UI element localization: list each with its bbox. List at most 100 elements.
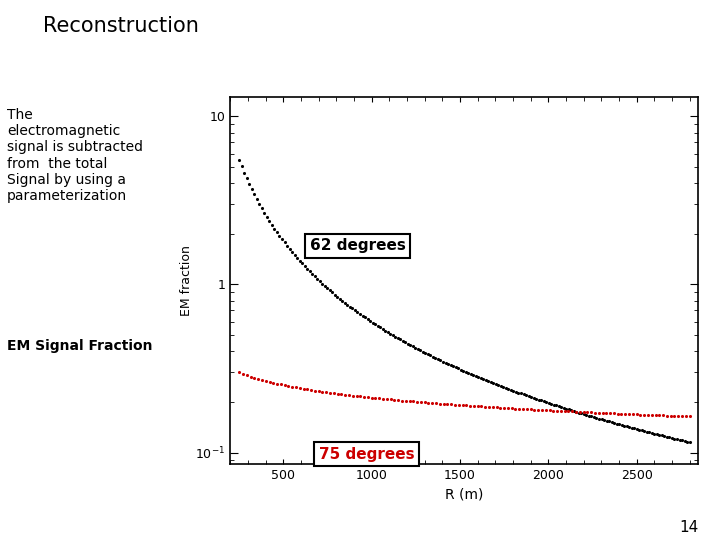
Point xyxy=(329,291,341,299)
Point xyxy=(425,351,436,360)
Point xyxy=(505,386,517,394)
Point xyxy=(313,387,325,395)
Point xyxy=(523,392,534,401)
Point xyxy=(476,402,487,411)
Point xyxy=(405,341,416,349)
Point xyxy=(384,329,396,338)
Point xyxy=(461,401,472,410)
Point xyxy=(287,382,298,391)
Point xyxy=(290,383,302,391)
Point xyxy=(541,398,552,407)
Point xyxy=(472,402,483,410)
Point xyxy=(578,410,590,418)
X-axis label: R (m): R (m) xyxy=(445,488,484,502)
Point xyxy=(654,411,665,420)
Point xyxy=(302,265,313,273)
Point xyxy=(597,409,608,417)
Point xyxy=(674,435,685,444)
Point xyxy=(415,346,426,355)
Point xyxy=(446,400,457,409)
Point xyxy=(485,378,497,387)
Point xyxy=(287,248,298,256)
Text: 62 degrees: 62 degrees xyxy=(310,238,406,253)
Point xyxy=(631,424,642,433)
Point xyxy=(395,335,406,344)
Point xyxy=(654,430,665,439)
Point xyxy=(672,411,684,420)
Point xyxy=(681,437,693,446)
Point xyxy=(676,412,688,421)
Point xyxy=(354,309,366,318)
Point xyxy=(248,373,260,382)
Point xyxy=(646,429,657,437)
Point xyxy=(381,395,392,403)
Point xyxy=(521,405,533,414)
Point xyxy=(304,267,315,276)
Point xyxy=(583,411,595,420)
Point xyxy=(362,393,374,402)
Point xyxy=(382,328,393,336)
Point xyxy=(464,401,476,410)
Point xyxy=(533,395,544,404)
Point xyxy=(392,396,404,404)
Point xyxy=(585,408,597,417)
Point xyxy=(590,414,602,422)
Point xyxy=(656,431,667,440)
Point xyxy=(582,408,593,416)
Point xyxy=(636,426,647,435)
Point xyxy=(552,407,563,415)
Point xyxy=(292,253,303,262)
Point xyxy=(513,404,525,413)
Point xyxy=(616,409,627,418)
Point xyxy=(442,360,454,368)
Point xyxy=(258,208,270,217)
Point xyxy=(574,408,585,416)
Point xyxy=(578,408,590,416)
Point xyxy=(548,400,559,409)
Point xyxy=(332,292,343,301)
Point xyxy=(422,350,433,359)
Point xyxy=(593,414,605,423)
Point xyxy=(644,428,655,436)
Point xyxy=(585,412,597,421)
Point xyxy=(521,391,532,400)
Point xyxy=(274,231,285,240)
Point xyxy=(407,342,418,350)
Point xyxy=(455,365,467,374)
Point xyxy=(339,390,351,399)
Point xyxy=(324,286,336,295)
Point xyxy=(328,389,340,397)
Point xyxy=(400,396,412,405)
Point xyxy=(665,411,676,420)
Point xyxy=(397,336,408,345)
Point xyxy=(317,387,328,396)
Point xyxy=(619,409,631,418)
Point xyxy=(412,345,423,353)
Point xyxy=(649,411,661,420)
Point xyxy=(379,326,391,335)
Point xyxy=(305,386,317,394)
Point xyxy=(359,313,371,322)
Point xyxy=(639,427,650,435)
Point xyxy=(307,269,318,278)
Point xyxy=(423,399,434,407)
Point xyxy=(598,416,610,424)
Point xyxy=(671,435,683,443)
Point xyxy=(298,384,310,393)
Point xyxy=(462,368,474,377)
Point xyxy=(366,318,378,327)
Point xyxy=(347,392,359,400)
Point xyxy=(233,368,245,377)
Point xyxy=(435,356,446,364)
Point xyxy=(531,394,542,403)
Point xyxy=(317,279,328,288)
Point xyxy=(449,400,461,409)
Point xyxy=(415,398,427,407)
Point xyxy=(470,372,482,380)
Text: The
electromagnetic
signal is subtracted
from  the total
Signal by using a
param: The electromagnetic signal is subtracted… xyxy=(7,108,143,203)
Point xyxy=(248,190,260,199)
Point xyxy=(593,408,605,417)
Point xyxy=(580,410,592,419)
Point xyxy=(256,376,268,384)
Point xyxy=(294,256,305,265)
